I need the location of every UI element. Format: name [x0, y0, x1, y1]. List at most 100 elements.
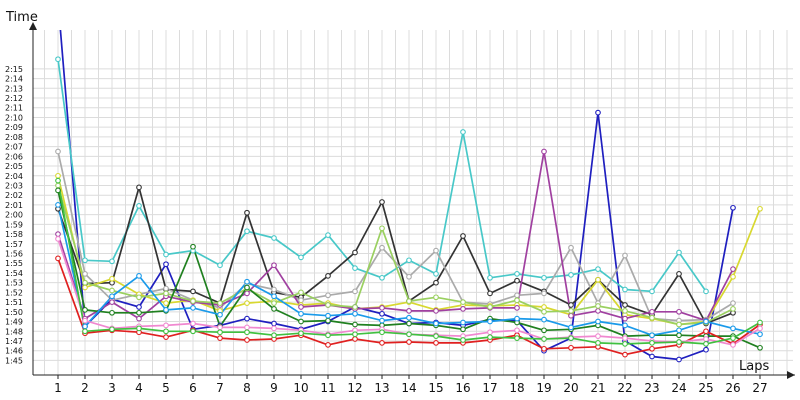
- data-point: [298, 330, 304, 337]
- data-point: [271, 293, 277, 300]
- y-tick-label: 2:09: [5, 123, 23, 132]
- x-tick-label: 25: [698, 381, 713, 395]
- data-point: [541, 290, 547, 297]
- data-point: [541, 345, 547, 352]
- data-point: [433, 279, 439, 286]
- data-point: [244, 329, 250, 336]
- data-point: [352, 310, 358, 317]
- data-point: [703, 336, 709, 342]
- x-tick-label: 9: [270, 381, 278, 395]
- data-point: [56, 0, 61, 3]
- y-tick-label: 1:46: [5, 347, 23, 356]
- data-point: [703, 341, 709, 347]
- data-point: [325, 342, 331, 348]
- y-tick-label: 2:13: [5, 84, 23, 93]
- data-point: [622, 308, 628, 314]
- axes: [29, 22, 795, 379]
- data-point: [325, 332, 331, 339]
- data-point: [595, 333, 601, 339]
- data-point: [298, 304, 304, 310]
- y-tick-label: 1:45: [5, 356, 23, 365]
- data-point: [487, 334, 493, 340]
- data-point: [514, 315, 520, 322]
- y-tick-label: 1:51: [5, 298, 23, 307]
- y-tick-label: 2:05: [5, 162, 23, 171]
- data-point: [109, 287, 115, 294]
- data-point: [190, 328, 196, 335]
- x-axis-title: Laps: [739, 359, 769, 374]
- data-point: [325, 302, 331, 308]
- data-point: [82, 284, 88, 291]
- data-point: [217, 335, 223, 341]
- x-tick-label: 10: [293, 381, 308, 395]
- data-point: [757, 331, 763, 338]
- data-point: [298, 310, 304, 317]
- data-point: [352, 336, 358, 342]
- data-point: [541, 336, 547, 342]
- data-point: [163, 334, 169, 340]
- x-tick-label: 3: [108, 381, 116, 395]
- data-point: [55, 202, 61, 208]
- data-point: [433, 320, 439, 327]
- data-point: [541, 304, 547, 310]
- y-tick-label: 2:08: [5, 133, 23, 142]
- data-point: [136, 304, 142, 310]
- data-point: [541, 327, 547, 334]
- data-point: [82, 323, 88, 330]
- data-point: [730, 273, 736, 280]
- x-tick-label: 24: [671, 381, 686, 395]
- y-tick-label: 2:11: [5, 104, 23, 113]
- data-point: [595, 303, 601, 309]
- data-point: [649, 353, 655, 360]
- data-point: [541, 274, 547, 281]
- x-axis-arrow: [787, 371, 795, 379]
- data-point: [190, 288, 196, 295]
- data-point: [460, 233, 466, 239]
- data-point: [325, 273, 331, 279]
- x-tick-label: 1: [54, 381, 62, 395]
- x-tick-label: 8: [243, 381, 251, 395]
- data-point: [352, 288, 358, 295]
- y-tick-label: 2:12: [5, 94, 23, 103]
- y-tick-label: 2:10: [5, 113, 23, 122]
- data-point: [190, 320, 196, 327]
- data-point: [325, 292, 331, 299]
- x-tick-label: 15: [428, 381, 443, 395]
- data-point: [55, 187, 61, 194]
- data-point: [514, 292, 520, 299]
- data-point: [379, 199, 385, 205]
- data-point: [622, 341, 628, 347]
- y-tick-label: 2:03: [5, 181, 23, 190]
- data-point: [352, 265, 358, 271]
- data-point: [163, 300, 169, 306]
- data-point: [595, 266, 601, 272]
- data-point: [163, 261, 169, 268]
- data-point: [487, 304, 493, 310]
- y-tick-label: 2:06: [5, 152, 23, 161]
- data-point: [406, 314, 412, 321]
- data-point: [217, 262, 223, 269]
- data-point: [595, 109, 601, 116]
- x-tick-label: 17: [482, 381, 497, 395]
- data-point: [433, 294, 439, 301]
- data-point: [595, 308, 601, 314]
- data-point: [568, 335, 574, 341]
- data-point: [433, 333, 439, 339]
- data-point: [730, 342, 736, 348]
- data-point: [487, 274, 493, 281]
- data-point: [109, 275, 115, 282]
- data-point: [676, 332, 682, 339]
- data-point: [730, 306, 736, 312]
- data-point: [622, 322, 628, 329]
- data-point: [703, 328, 709, 335]
- data-point: [622, 286, 628, 293]
- y-tick-label: 1:49: [5, 318, 23, 327]
- data-point: [703, 346, 709, 353]
- data-point: [622, 335, 628, 341]
- data-point: [730, 204, 736, 211]
- data-point: [595, 340, 601, 346]
- y-tick-label: 1:50: [5, 308, 23, 317]
- data-point: [190, 298, 196, 304]
- data-point: [622, 315, 628, 322]
